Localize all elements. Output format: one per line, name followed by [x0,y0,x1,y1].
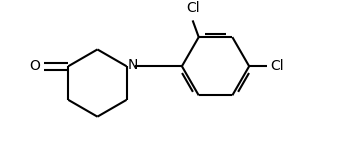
Text: O: O [29,59,40,73]
Text: N: N [127,58,138,72]
Text: Cl: Cl [186,2,199,15]
Text: Cl: Cl [270,59,284,73]
